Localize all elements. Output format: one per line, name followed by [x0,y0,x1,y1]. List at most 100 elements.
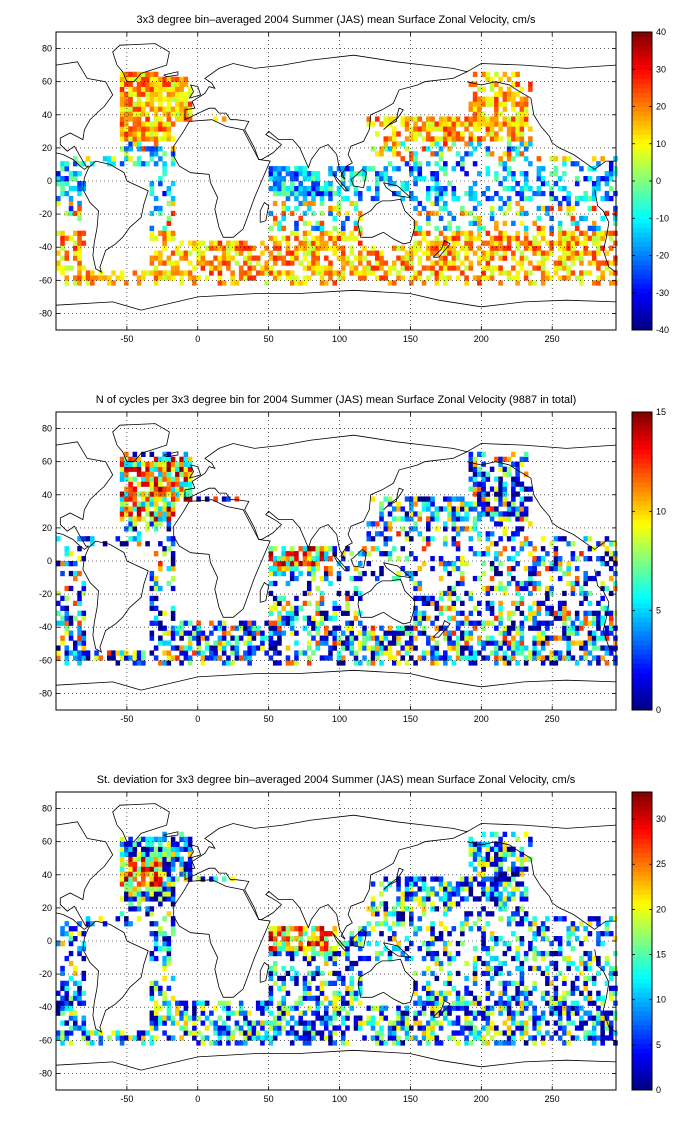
bin-cell [311,260,316,266]
colorbar-swatch [632,630,652,636]
bin-cell [596,260,601,266]
bin-cell [332,1005,338,1011]
bin-cell [357,640,363,646]
bin-cell [443,526,448,532]
bin-cell [294,255,299,261]
bin-cell [400,645,406,651]
bin-cell [536,620,542,626]
bin-cell [272,970,278,977]
bin-cell [166,960,172,967]
bin-cell [549,230,554,236]
bin-cell [608,610,614,616]
bin-cell [613,210,618,217]
bin-cell [498,585,503,592]
bin-cell [328,1015,333,1021]
bin-cell [477,136,482,142]
bin-cell [145,856,150,862]
bin-cell [319,600,325,606]
bin-cell [366,561,372,567]
bin-cell [323,181,329,187]
bin-cell [455,1040,461,1046]
bin-cell [170,496,176,502]
bin-cell [81,580,87,587]
bin-cell [396,1005,401,1011]
bin-cell [136,541,142,547]
bin-cell [362,570,367,577]
bin-cell [119,131,125,137]
bin-cell [430,600,435,606]
bin-cell [302,240,308,246]
bin-cell [306,945,312,952]
bin-cell [294,195,299,202]
bin-cell [540,166,546,172]
bin-cell [464,620,469,626]
bin-cell [451,1005,457,1011]
bin-cell [136,506,142,512]
bin-cell [60,240,65,246]
bin-cell [583,645,588,651]
bin-cell [73,970,78,977]
bin-cell [158,945,163,952]
colorbar-swatch [632,111,652,117]
bin-cell [498,551,503,557]
bin-cell [170,151,176,157]
bin-cell [196,1030,201,1036]
bin-cell [294,980,299,986]
colorbar-swatch [632,320,652,326]
x-tick-label: 100 [332,714,347,724]
bin-cell [536,190,542,197]
bin-cell [272,546,278,552]
colorbar-swatch [632,139,652,145]
bin-cell [489,561,495,567]
bin-cell [68,1005,74,1011]
bin-cell [485,655,491,661]
colorbar-swatch [632,125,652,131]
bin-cell [400,116,406,122]
bin-cell [374,521,380,527]
bin-cell [153,456,159,462]
bin-cell [528,486,533,492]
bin-cell [277,650,282,656]
bin-cell [170,146,176,152]
bin-cell [472,101,478,107]
bin-cell [170,916,176,922]
bin-cell [502,640,508,646]
bin-cell [421,886,427,892]
bin-cell [434,960,440,967]
bin-cell [604,585,610,592]
bin-cell [226,260,231,266]
bin-cell [511,640,516,646]
bin-cell [153,615,159,621]
bin-cell [553,551,559,557]
bin-cell [443,980,448,986]
bin-cell [162,501,167,507]
bin-cell [511,655,516,661]
bin-cell [175,841,180,847]
bin-cell [60,1010,65,1016]
bin-cell [149,181,155,187]
bin-cell [532,635,537,641]
bin-cell [311,635,316,641]
bin-cell [183,1015,189,1021]
bin-cell [315,1010,320,1016]
bin-cell [553,270,559,276]
bin-cell [132,270,138,276]
bin-cell [600,235,605,241]
bin-cell [281,551,286,557]
bin-cell [434,1000,440,1006]
bin-cell [400,121,406,127]
bin-cell [447,181,452,187]
bin-cell [260,1035,265,1041]
bin-cell [438,921,444,927]
bin-cell [132,131,138,137]
bin-cell [319,945,325,952]
bin-cell [468,861,474,867]
bin-cell [438,881,444,887]
bin-cell [306,546,312,552]
bin-cell [349,265,355,271]
bin-cell [519,185,525,192]
bin-cell [438,896,444,902]
bin-cell [481,891,486,897]
bin-cell [306,645,312,651]
bin-cell [119,106,125,112]
